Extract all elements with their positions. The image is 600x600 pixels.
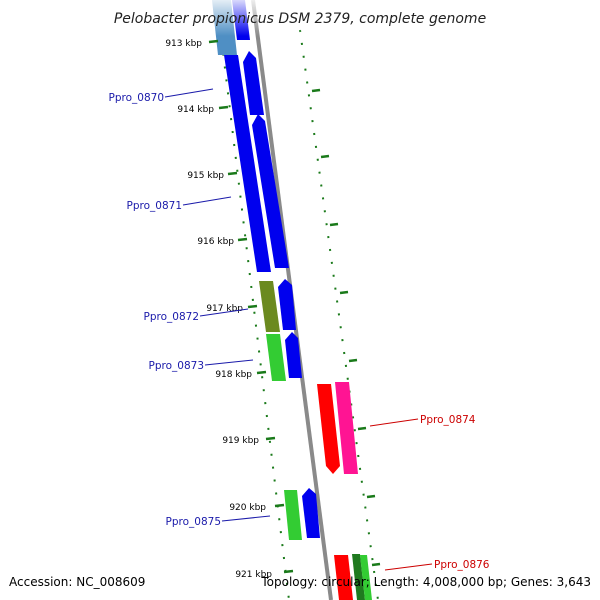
tick-marks: [208, 39, 381, 574]
cds-ppro-0875b[interactable]: [302, 488, 320, 538]
gene-labels: Ppro_0870 Ppro_0871 Ppro_0872 Ppro_0873 …: [109, 92, 490, 571]
gene-label-ppro-0874[interactable]: Ppro_0874: [420, 414, 476, 426]
cds-ppro-0873[interactable]: [266, 334, 286, 381]
cds-ppro-0876[interactable]: [352, 554, 365, 600]
cds-ppro-0872[interactable]: [259, 281, 280, 332]
reverse-lane: [317, 382, 372, 600]
gene-label-ppro-0872[interactable]: Ppro_0872: [144, 311, 199, 323]
cds-ppro-0872b[interactable]: [278, 279, 296, 330]
tick-label-919: 919 kbp: [222, 436, 259, 446]
cds-ppro-0876b[interactable]: [360, 555, 372, 600]
cds-ppro-0874[interactable]: [335, 382, 358, 474]
top-fade: [0, 0, 600, 36]
tick-label-918: 918 kbp: [215, 370, 252, 380]
gene-label-ppro-0876[interactable]: Ppro_0876: [434, 559, 490, 571]
tick-label-921: 921 kbp: [235, 570, 272, 580]
cds-ppro-0875[interactable]: [284, 490, 302, 540]
gene-label-ppro-0875[interactable]: Ppro_0875: [166, 516, 221, 528]
gene-label-ppro-0873[interactable]: Ppro_0873: [149, 360, 204, 372]
cds-ppro-0876a[interactable]: [334, 555, 353, 600]
tick-label-916: 916 kbp: [197, 237, 234, 247]
accession-text: Accession: NC_008609: [9, 575, 145, 589]
cds-ppro-0873b[interactable]: [285, 332, 302, 378]
gene-label-ppro-0871[interactable]: Ppro_0871: [127, 200, 182, 212]
tick-label-915: 915 kbp: [187, 171, 224, 181]
map-title: Pelobacter propionicus DSM 2379, complet…: [114, 11, 486, 27]
tick-label-913: 913 kbp: [165, 39, 202, 49]
reverse-track-guide: [299, 29, 379, 600]
cds-ppro-0870[interactable]: [224, 55, 271, 272]
forward-lane-2: [232, 0, 320, 538]
label-leaders: [164, 88, 433, 571]
tick-label-917: 917 kbp: [206, 304, 243, 314]
cds-ppro-0871a[interactable]: [243, 51, 264, 115]
gene-label-ppro-0870[interactable]: Ppro_0870: [109, 92, 164, 104]
tick-label-920: 920 kbp: [229, 503, 266, 513]
tick-label-914: 914 kbp: [177, 105, 214, 115]
genome-summary-text: Topology: circular; Length: 4,008,000 bp…: [260, 575, 591, 589]
tick-labels: 913 kbp 914 kbp 915 kbp 916 kbp 917 kbp …: [165, 39, 272, 580]
cds-ppro-0874a[interactable]: [317, 384, 340, 474]
cds-ppro-0871[interactable]: [252, 114, 289, 268]
